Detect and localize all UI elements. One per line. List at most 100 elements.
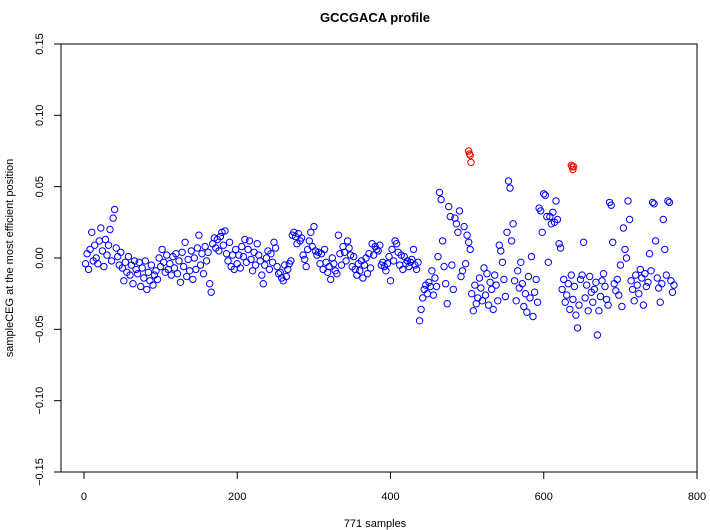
data-point (558, 285, 566, 294)
data-point (389, 257, 398, 265)
x-tick-label: 0 (81, 491, 87, 503)
data-point (166, 260, 174, 268)
data-point (510, 277, 519, 285)
y-axis: −0.15 −0.10 −0.05 0.00 0.05 0.10 0.15 (34, 33, 61, 486)
data-point (363, 270, 372, 278)
data-point (524, 272, 533, 281)
data-point (132, 265, 140, 274)
data-point (181, 238, 189, 247)
data-point (460, 222, 468, 231)
data-point (186, 267, 194, 275)
data-point (533, 298, 542, 306)
y-tick-label: 0.05 (34, 176, 46, 197)
data-point (299, 251, 307, 259)
data-point (437, 195, 445, 204)
data-point (435, 188, 444, 197)
data-point (251, 261, 260, 269)
data-point (383, 260, 392, 268)
data-point (146, 277, 154, 285)
data-point (487, 285, 496, 294)
data-point (515, 284, 523, 292)
data-point (259, 280, 267, 288)
data-point (189, 275, 197, 284)
data-point (428, 267, 436, 275)
data-point (235, 251, 243, 259)
data-point (567, 271, 575, 279)
data-point (448, 261, 456, 269)
data-point (549, 208, 557, 217)
data-point (599, 270, 608, 278)
data-point (138, 264, 146, 272)
data-point (619, 224, 628, 232)
data-point (248, 267, 257, 275)
data-point (118, 264, 127, 272)
data-point (409, 245, 418, 254)
data-point (625, 215, 634, 224)
y-tick-label: 0.10 (34, 105, 46, 126)
data-point (429, 291, 438, 299)
data-point (538, 228, 546, 237)
data-point (144, 268, 153, 276)
data-point (607, 201, 615, 209)
data-point (224, 257, 232, 265)
data-point (636, 265, 644, 274)
data-point (179, 262, 188, 271)
data-point (583, 281, 591, 289)
data-point (469, 307, 477, 315)
data-point (639, 301, 648, 309)
data-point (287, 257, 295, 265)
data-point (458, 267, 467, 275)
data-point (153, 275, 162, 284)
data-point (414, 258, 422, 266)
data-point (466, 245, 474, 254)
x-tick-label: 800 (688, 491, 706, 503)
data-point (613, 275, 621, 284)
data-point (438, 237, 447, 245)
data-point (100, 262, 108, 271)
data-point (366, 264, 375, 272)
data-point (468, 290, 476, 298)
data-point (256, 257, 264, 265)
data-point (95, 237, 104, 245)
data-point (124, 252, 133, 261)
data-point (664, 197, 672, 205)
data-point (633, 281, 641, 289)
data-point (170, 264, 179, 272)
data-point (415, 317, 424, 325)
data-point (445, 202, 453, 211)
data-point (388, 245, 396, 254)
data-point (204, 248, 212, 257)
data-point (385, 252, 393, 261)
data-point (141, 257, 150, 265)
data-point (489, 305, 497, 314)
data-point (595, 307, 603, 315)
data-point (624, 197, 632, 205)
data-point (121, 258, 130, 266)
y-tick-label: 0.15 (34, 33, 46, 54)
data-point (98, 247, 107, 255)
data-point (273, 262, 281, 271)
data-point (653, 274, 661, 282)
data-point (425, 278, 433, 286)
data-point (196, 261, 205, 269)
data-point (521, 290, 530, 298)
data-point (520, 302, 528, 311)
data-point (452, 220, 461, 228)
data-point (592, 278, 600, 286)
x-tick-label: 600 (535, 491, 553, 503)
data-point (581, 294, 589, 302)
data-point (466, 151, 474, 160)
data-point (268, 258, 277, 266)
y-tick-label: 0.00 (34, 247, 46, 268)
data-point (486, 278, 494, 286)
data-point (290, 228, 298, 237)
data-point (112, 244, 120, 252)
data-point (109, 214, 117, 222)
data-point (514, 267, 522, 275)
data-point (530, 288, 539, 296)
data-point (576, 275, 585, 284)
data-point (129, 280, 137, 288)
data-point (442, 280, 450, 288)
data-point (570, 282, 579, 291)
data-point (221, 227, 229, 235)
